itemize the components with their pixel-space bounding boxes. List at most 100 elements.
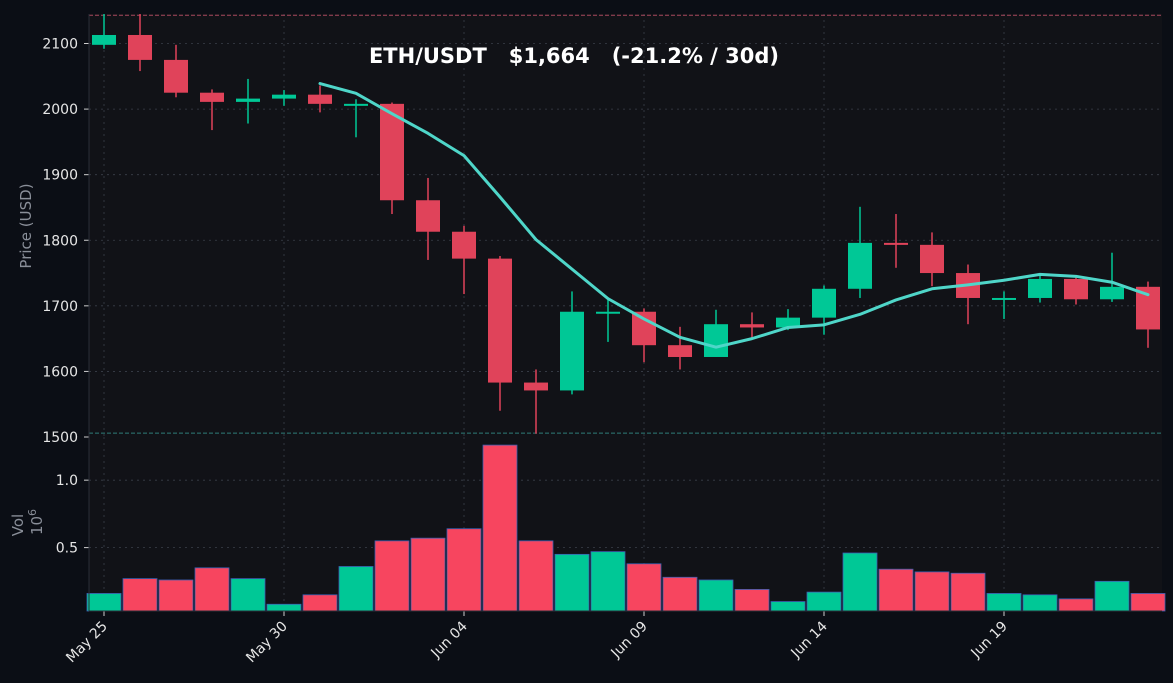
volume-bar bbox=[878, 568, 914, 612]
volume-bar bbox=[662, 576, 698, 612]
candle-body bbox=[848, 242, 872, 289]
candle-body bbox=[344, 103, 368, 106]
volume-bar bbox=[986, 593, 1022, 612]
volume-bar bbox=[374, 540, 410, 612]
x-tick-label: Jun 19 bbox=[968, 619, 1011, 662]
volume-bar bbox=[158, 579, 194, 612]
candle-body bbox=[308, 94, 332, 104]
candle-body bbox=[1028, 278, 1052, 298]
volume-axis-title: Vol bbox=[9, 514, 27, 536]
candle bbox=[920, 232, 944, 287]
candle bbox=[560, 291, 584, 395]
price-tick-label: 1900 bbox=[42, 168, 78, 184]
candle-body bbox=[920, 244, 944, 274]
candle-body bbox=[1100, 286, 1124, 300]
candle bbox=[452, 225, 476, 295]
candle bbox=[848, 206, 872, 298]
volume-bar bbox=[446, 528, 482, 612]
candle bbox=[488, 255, 512, 411]
candlesticks bbox=[92, 14, 1160, 434]
candle bbox=[200, 89, 224, 131]
volume-bar bbox=[1022, 594, 1058, 612]
candle-body bbox=[380, 103, 404, 201]
volume-bar bbox=[86, 593, 122, 612]
candle bbox=[416, 177, 440, 260]
volume-bar bbox=[1094, 580, 1130, 612]
moving-average bbox=[318, 82, 1150, 349]
candle bbox=[1100, 252, 1124, 302]
volume-bar bbox=[1130, 593, 1166, 612]
volume-unit-base: 10 bbox=[28, 516, 46, 535]
volume-bar bbox=[770, 601, 806, 612]
candle-body bbox=[740, 324, 764, 328]
candle-body bbox=[164, 59, 188, 93]
candle-body bbox=[1064, 278, 1088, 300]
volume-axis-unit: 106 bbox=[26, 509, 46, 535]
candle-body bbox=[236, 98, 260, 102]
x-tick-label: May 30 bbox=[243, 619, 291, 667]
candle bbox=[380, 102, 404, 215]
price-tick-label: 1800 bbox=[42, 233, 78, 249]
chart-title: ETH/USDT $1,664 (-21.2% / 30d) bbox=[369, 44, 779, 68]
volume-bar bbox=[806, 591, 842, 612]
price-tick-label: 1700 bbox=[42, 299, 78, 315]
volume-bar bbox=[626, 563, 662, 612]
x-tick-label: May 25 bbox=[63, 619, 111, 667]
x-tick-label: Jun 14 bbox=[788, 618, 831, 661]
candle bbox=[524, 369, 548, 434]
volume-bar bbox=[1058, 598, 1094, 612]
candle bbox=[308, 85, 332, 113]
x-tick-label: Jun 09 bbox=[608, 619, 651, 662]
candle bbox=[812, 285, 836, 335]
volume-bar bbox=[518, 540, 554, 612]
candle bbox=[1028, 275, 1052, 303]
candle-body bbox=[992, 297, 1016, 300]
candle-body bbox=[776, 317, 800, 328]
volume-bar bbox=[230, 578, 266, 612]
volume-bar bbox=[698, 579, 734, 612]
volume-bar bbox=[554, 553, 590, 612]
volume-bar bbox=[302, 594, 338, 612]
volume-bar bbox=[194, 567, 230, 612]
volume-bar bbox=[950, 572, 986, 612]
candle bbox=[164, 44, 188, 98]
volume-unit-exponent: 6 bbox=[26, 509, 39, 516]
volume-bar bbox=[338, 566, 374, 612]
candle bbox=[596, 299, 620, 342]
price-tick-label: 1600 bbox=[42, 364, 78, 380]
price-tick-label: 2000 bbox=[42, 102, 78, 118]
moving-average-line bbox=[318, 82, 1150, 349]
candle bbox=[344, 99, 368, 138]
candle-body bbox=[596, 311, 620, 314]
candle-body bbox=[488, 258, 512, 383]
volume-bar bbox=[266, 603, 302, 612]
candle-body bbox=[668, 345, 692, 357]
reference-lines bbox=[89, 14, 1162, 434]
candle-body bbox=[452, 231, 476, 259]
candle-body bbox=[92, 34, 116, 45]
candle bbox=[272, 90, 296, 106]
candle-body bbox=[524, 382, 548, 391]
candle bbox=[236, 78, 260, 124]
candle bbox=[1064, 275, 1088, 305]
price-panel-background bbox=[89, 14, 1162, 437]
candle bbox=[884, 214, 908, 268]
candle bbox=[92, 14, 116, 49]
candle-body bbox=[272, 94, 296, 99]
volume-bar bbox=[734, 589, 770, 612]
volume-bar bbox=[410, 537, 446, 612]
candle bbox=[704, 309, 728, 357]
volume-bar bbox=[590, 551, 626, 612]
volume-tick-label: 0.5 bbox=[56, 541, 78, 557]
candle-body bbox=[200, 92, 224, 102]
volume-bar bbox=[482, 444, 518, 612]
volume-tick-label: 1.0 bbox=[56, 473, 78, 489]
candle-body bbox=[884, 242, 908, 245]
candle-body bbox=[416, 200, 440, 232]
candle bbox=[992, 291, 1016, 319]
candle-body bbox=[704, 324, 728, 357]
candle bbox=[740, 312, 764, 339]
candle bbox=[668, 326, 692, 370]
volume-bar bbox=[122, 578, 158, 612]
grid bbox=[89, 14, 1162, 611]
